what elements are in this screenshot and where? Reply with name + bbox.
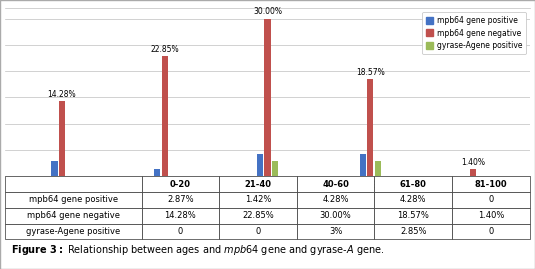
Bar: [470, 169, 476, 176]
Bar: [272, 161, 278, 176]
Bar: [374, 161, 381, 176]
Text: 18.57%: 18.57%: [356, 68, 385, 77]
Legend: mpb64 gene positive, mpb64 gene negative, gyrase-Agene positive: mpb64 gene positive, mpb64 gene negative…: [422, 12, 526, 54]
Bar: [154, 169, 160, 176]
Bar: [162, 56, 168, 176]
Bar: [367, 79, 373, 176]
Bar: [264, 19, 271, 176]
Bar: [51, 161, 58, 176]
Text: 22.85%: 22.85%: [150, 45, 179, 54]
Bar: [360, 154, 366, 176]
Text: 14.28%: 14.28%: [48, 90, 76, 99]
Text: 1.40%: 1.40%: [461, 158, 485, 167]
Text: $\bf{Figure\ 3:}$ Relationship between ages and $\it{mpb64}$ gene and gyrase-$\i: $\bf{Figure\ 3:}$ Relationship between a…: [11, 243, 384, 257]
Text: 30.00%: 30.00%: [253, 8, 282, 16]
Bar: [257, 154, 263, 176]
Bar: [59, 101, 65, 176]
